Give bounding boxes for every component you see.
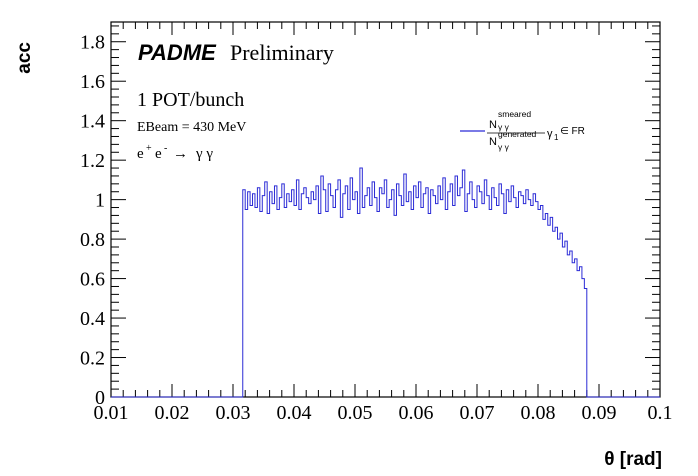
y-tick-label: 1.8 (80, 32, 105, 54)
preliminary-label: Preliminary (230, 40, 334, 65)
x-tick-label: 0.04 (277, 402, 312, 424)
y-axis-ticks (111, 25, 660, 398)
legend-denominator-sub: γ γ (498, 142, 510, 152)
legend-condition-sub: 1 (554, 133, 559, 142)
x-tick-label: 0.08 (521, 402, 556, 424)
y-tick-label: 0.8 (80, 229, 105, 251)
y-tick-label: 1.2 (80, 150, 105, 172)
ebeam-label: EBeam = 430 MeV (137, 120, 246, 135)
x-axis-ticks (110, 22, 661, 397)
y-axis-title: acc (14, 42, 35, 74)
process-positron: e (155, 146, 162, 162)
x-axis-tick-labels: 0.01 0.02 0.03 0.04 0.05 0.06 0.07 0.08 0.09 0.1 (94, 402, 673, 424)
y-tick-label: 1.4 (80, 111, 105, 133)
legend-condition-rest: ∈ FR (560, 126, 585, 137)
y-tick-label: 0 (95, 387, 105, 409)
legend-numerator-sub: γ γ (498, 122, 510, 132)
x-tick-label: 0.01 (94, 402, 129, 424)
process-minus: - (164, 143, 167, 154)
x-tick-label: 0.06 (399, 402, 434, 424)
x-axis-title: θ [rad] (604, 449, 662, 470)
process-plus: + (146, 143, 152, 154)
x-tick-label: 0.03 (216, 402, 251, 424)
x-tick-label: 0.07 (460, 402, 495, 424)
legend-denominator-n: N (489, 136, 497, 148)
process-electron: e (137, 146, 144, 162)
x-tick-label: 0.05 (338, 402, 373, 424)
process-photons: γ γ (195, 146, 213, 162)
acceptance-histogram (111, 167, 660, 398)
legend-denominator-sup: generated (498, 129, 537, 139)
y-axis-tick-labels: 0 0.2 0.4 0.6 0.8 1 1.2 1.4 1.6 1.8 (80, 32, 105, 409)
x-tick-label: 0.02 (155, 402, 190, 424)
y-tick-label: 1 (95, 190, 105, 212)
y-tick-label: 1.6 (80, 71, 105, 93)
y-tick-label: 0.6 (80, 269, 105, 291)
y-tick-label: 0.2 (80, 348, 105, 370)
legend-numerator-n: N (489, 119, 497, 131)
process-arrow: → (173, 146, 188, 162)
legend: N smeared γ γ N generated γ γ γ 1 ∈ FR (460, 109, 585, 152)
pot-label: 1 POT/bunch (137, 89, 244, 111)
process-label: e + e - → γ γ (137, 143, 213, 162)
padme-brand: PADME (138, 40, 217, 65)
y-tick-label: 0.4 (80, 308, 105, 330)
legend-numerator-sup: smeared (498, 109, 531, 119)
x-tick-label: 0.09 (582, 402, 617, 424)
x-tick-label: 0.1 (648, 402, 673, 424)
plot-frame (110, 21, 661, 398)
legend-condition-gamma: γ (547, 128, 553, 140)
